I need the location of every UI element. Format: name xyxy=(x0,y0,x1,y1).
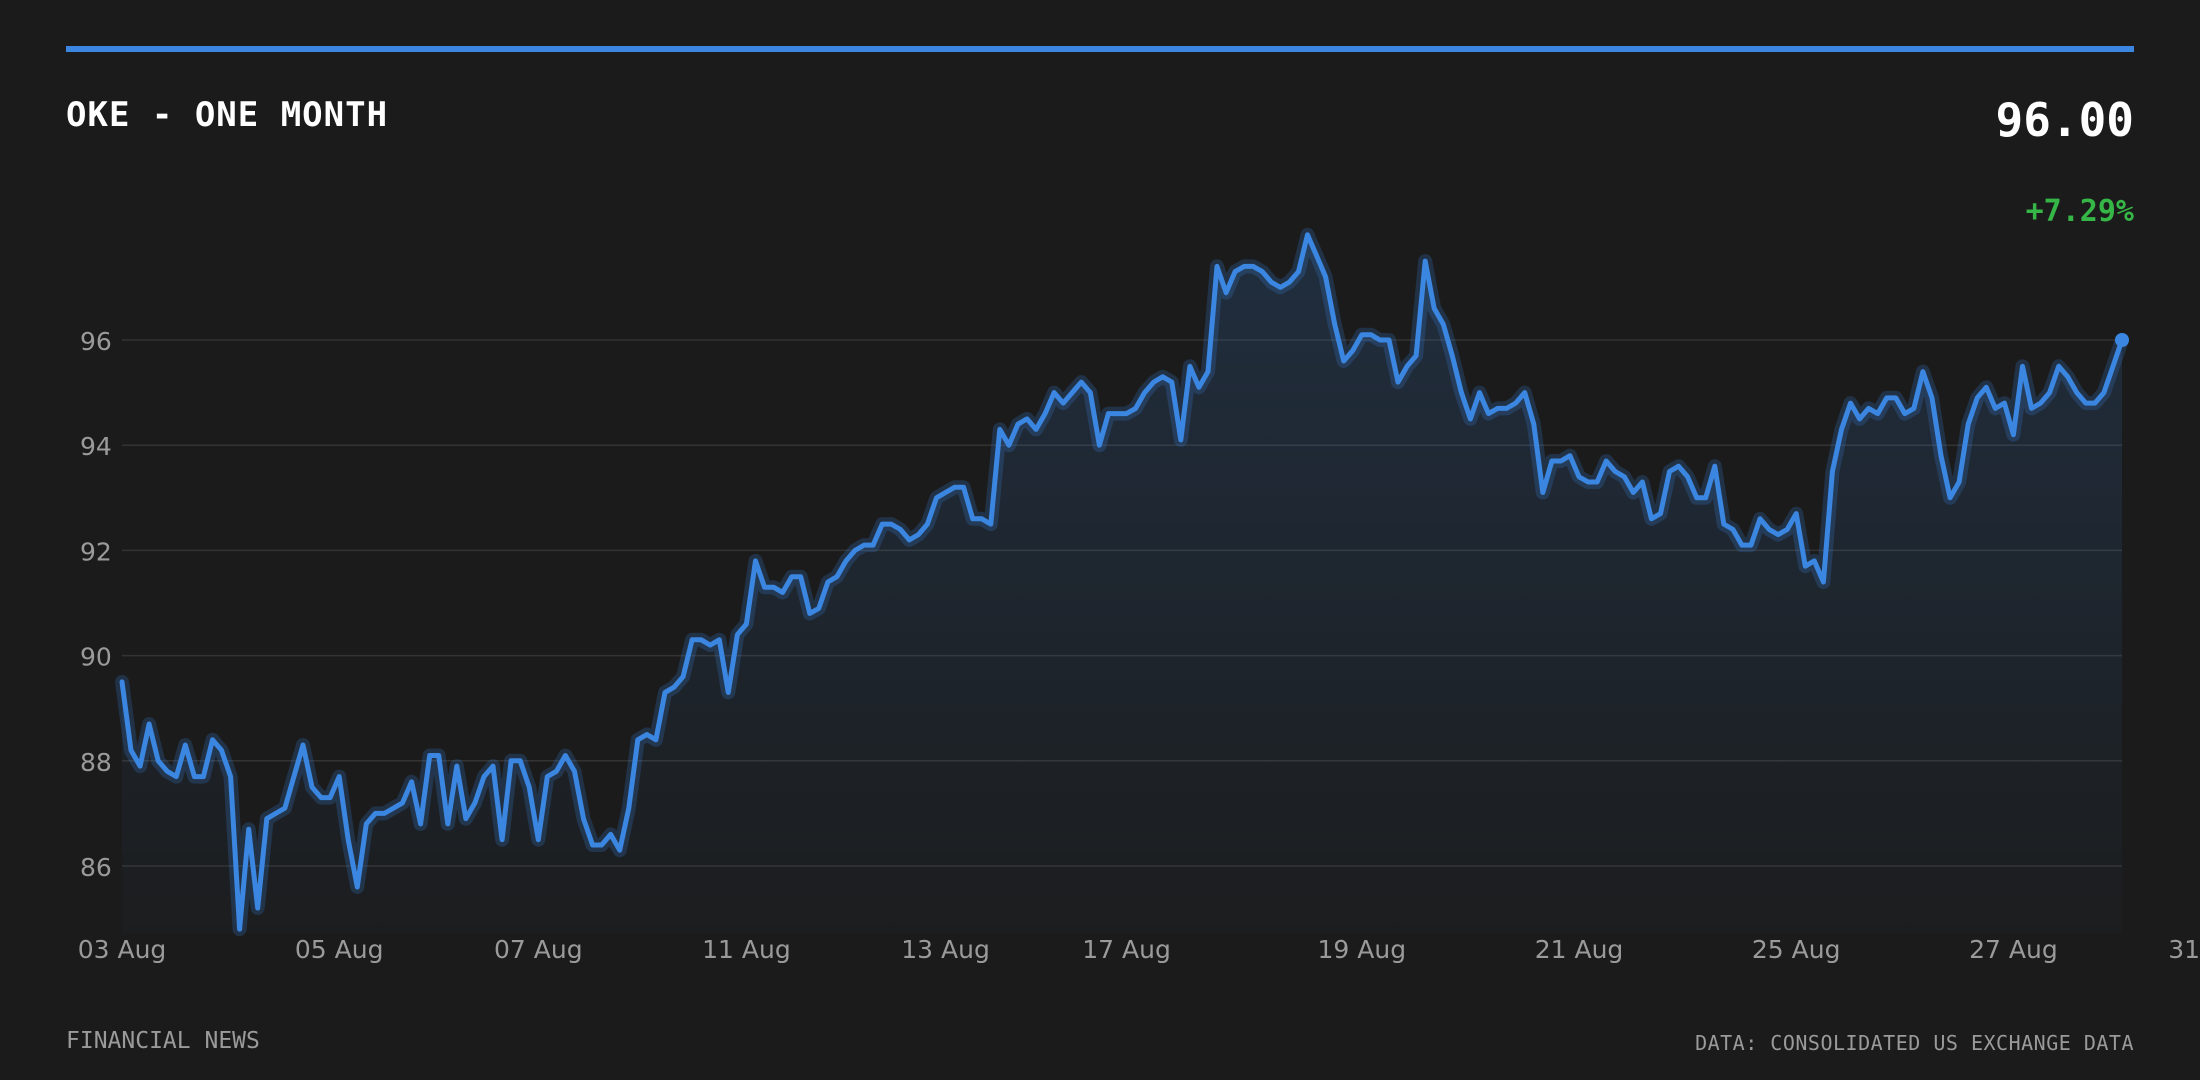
y-tick-label: 90 xyxy=(80,643,112,672)
price-change: +7.29% xyxy=(2025,194,2134,229)
line-layer xyxy=(115,227,2129,937)
x-tick-label: 11 Aug xyxy=(702,935,791,964)
y-tick-label: 96 xyxy=(80,327,112,356)
y-tick-label: 94 xyxy=(80,432,112,461)
x-tick-label: 25 Aug xyxy=(1752,935,1841,964)
x-tick-label: 07 Aug xyxy=(494,935,583,964)
x-tick-label: 13 Aug xyxy=(901,935,990,964)
last-price-marker xyxy=(2115,333,2129,347)
y-tick-label: 86 xyxy=(80,853,112,882)
footer-source-left: FINANCIAL NEWS xyxy=(66,1028,260,1054)
y-axis-ticks: 86 88 90 92 94 96 xyxy=(80,327,112,882)
x-tick-label: 03 Aug xyxy=(78,935,167,964)
x-tick-label: 05 Aug xyxy=(295,935,384,964)
price-line xyxy=(119,232,2125,932)
y-tick-label: 88 xyxy=(80,748,112,777)
chart-title: OKE - ONE MONTH xyxy=(66,95,389,135)
area-fill-layer xyxy=(122,234,2122,934)
current-price: 96.00 xyxy=(1995,93,2134,147)
x-axis-ticks: 03 Aug 05 Aug 07 Aug 11 Aug 13 Aug 17 Aug 19 A… xyxy=(78,935,2200,964)
area-fill xyxy=(122,234,2122,934)
x-tick-label: 21 Aug xyxy=(1535,935,1624,964)
y-tick-label: 92 xyxy=(80,537,112,566)
accent-bar xyxy=(66,46,2134,52)
x-tick-label: 19 Aug xyxy=(1318,935,1407,964)
x-tick-label: 31 Aug xyxy=(2168,935,2200,964)
footer-source-right: DATA: CONSOLIDATED US EXCHANGE DATA xyxy=(1695,1031,2134,1055)
x-tick-label: 17 Aug xyxy=(1082,935,1171,964)
x-tick-label: 27 Aug xyxy=(1969,935,2058,964)
